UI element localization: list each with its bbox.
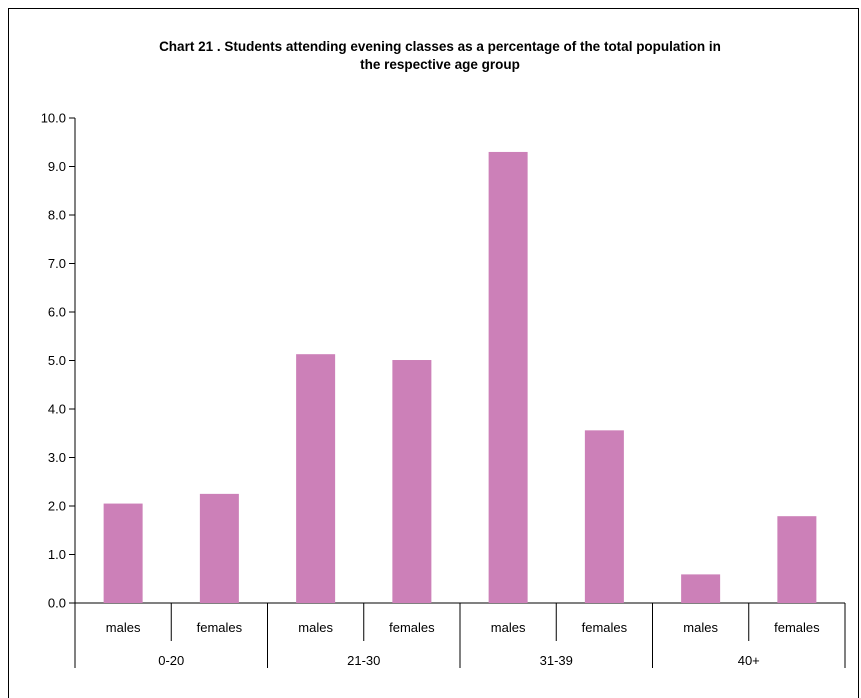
category-label: males [298,620,333,635]
y-tick-label: 4.0 [48,402,66,417]
bar [199,493,239,603]
bar [584,430,624,603]
category-label: males [683,620,718,635]
group-label: 0-20 [158,653,184,668]
group-label: 21-30 [347,653,380,668]
y-tick-label: 6.0 [48,305,66,320]
category-label: males [491,620,526,635]
bar [777,516,817,603]
category-label: females [197,620,243,635]
bar [103,503,143,603]
y-tick-label: 3.0 [48,450,66,465]
y-tick-label: 5.0 [48,353,66,368]
bar [488,151,528,603]
chart-title: Chart 21 . Students attending evening cl… [100,38,780,74]
bar [296,354,336,603]
chart-title-line-1: Chart 21 . Students attending evening cl… [159,39,721,54]
y-tick-label: 2.0 [48,499,66,514]
group-label: 40+ [738,653,760,668]
y-tick-label: 9.0 [48,159,66,174]
y-tick-label: 0.0 [48,596,66,611]
y-tick-label: 1.0 [48,547,66,562]
y-tick-label: 7.0 [48,256,66,271]
y-tick-label: 8.0 [48,208,66,223]
bar [681,574,721,603]
category-label: males [106,620,141,635]
chart-frame [8,8,859,698]
category-label: females [389,620,435,635]
category-label: females [774,620,820,635]
y-tick-label: 10.0 [41,111,66,126]
bar [392,360,432,603]
group-label: 31-39 [540,653,573,668]
chart-title-line-2: the respective age group [360,57,520,72]
category-label: females [582,620,628,635]
